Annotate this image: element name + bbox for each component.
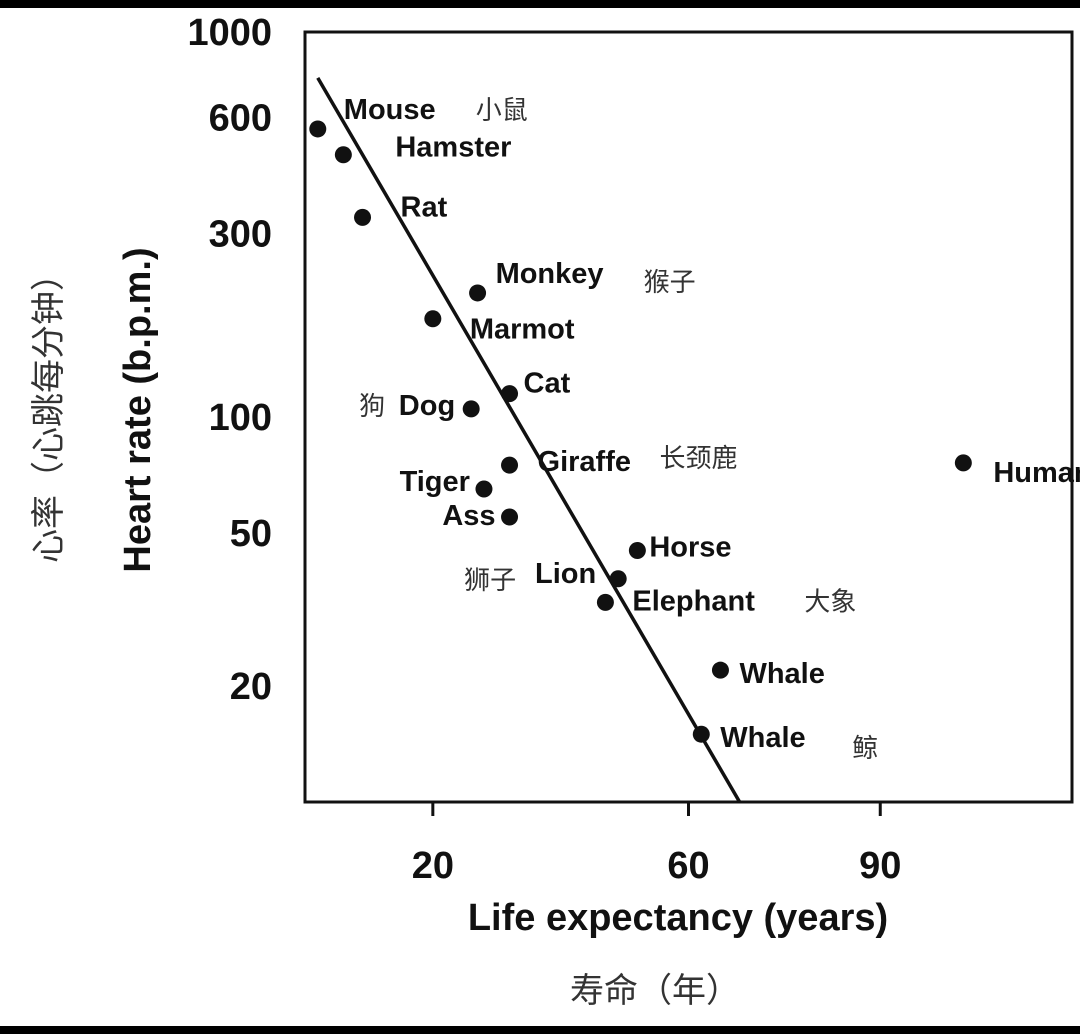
y-axis-label: Heart rate (b.p.m.) [117,247,159,572]
point-label-human: Human [993,457,1080,489]
y-tick-label: 20 [230,666,272,708]
point-label-dog: Dog [399,390,455,422]
point-label-cn-whale: 鲸 [852,734,878,764]
point-dog [462,400,480,418]
point-label-cn-giraffe: 长颈鹿 [660,444,738,474]
y-tick-label: 50 [230,513,272,555]
x-tick-label: 60 [667,845,709,887]
point-label-mouse: Mouse [344,94,436,126]
point-label-lion: Lion [535,558,596,590]
point-label-cn-elephant: 大象 [804,587,856,617]
point-monkey [469,284,487,302]
point-label-elephant: Elephant [632,585,755,617]
trend-line [316,77,742,803]
point-label-tiger: Tiger [400,466,470,498]
point-label-marmot: Marmot [470,314,575,346]
point-label-horse: Horse [649,532,731,564]
point-label-rat: Rat [401,191,448,223]
point-label-whale: Whale [739,658,824,690]
y-axis-label-cn: 心率（心跳每分钟） [29,257,69,563]
chart-canvas: 1000 600 300 100 50 20 20 60 90 Mouse 小鼠 Hamster R… [0,8,1080,1026]
point-whale [711,661,729,679]
point-marmot [424,310,442,328]
point-label-cn-mouse: 小鼠 [476,96,528,126]
point-lion [609,570,627,588]
point-whale [692,725,710,743]
point-horse [628,542,646,560]
point-rat [354,208,372,226]
point-mouse [309,120,327,138]
point-label-cn-lion: 狮子 [464,566,516,596]
y-tick-label: 1000 [187,12,272,54]
x-axis-label-cn: 寿命（年） [570,971,740,1011]
y-tick-label: 600 [209,97,272,139]
point-cat [501,385,519,403]
x-axis-label: Life expectancy (years) [468,897,888,939]
point-label-cn-monkey: 猴子 [644,268,696,298]
point-human [954,454,972,472]
x-tick-label: 20 [412,845,454,887]
point-tiger [475,480,493,498]
point-hamster [334,146,352,164]
x-tick-label: 90 [859,845,901,887]
point-label-cn-dog: 狗 [359,392,385,422]
point-label-ass: Ass [442,500,495,532]
y-tick-label: 300 [209,213,272,255]
point-giraffe [501,456,519,474]
point-elephant [596,593,614,611]
point-label-monkey: Monkey [496,258,604,290]
point-label-cat: Cat [524,368,571,400]
point-label-giraffe: Giraffe [538,446,631,478]
point-label-hamster: Hamster [395,132,511,164]
y-tick-label: 100 [209,397,272,439]
point-ass [501,508,519,526]
point-label-whale: Whale [720,722,805,754]
